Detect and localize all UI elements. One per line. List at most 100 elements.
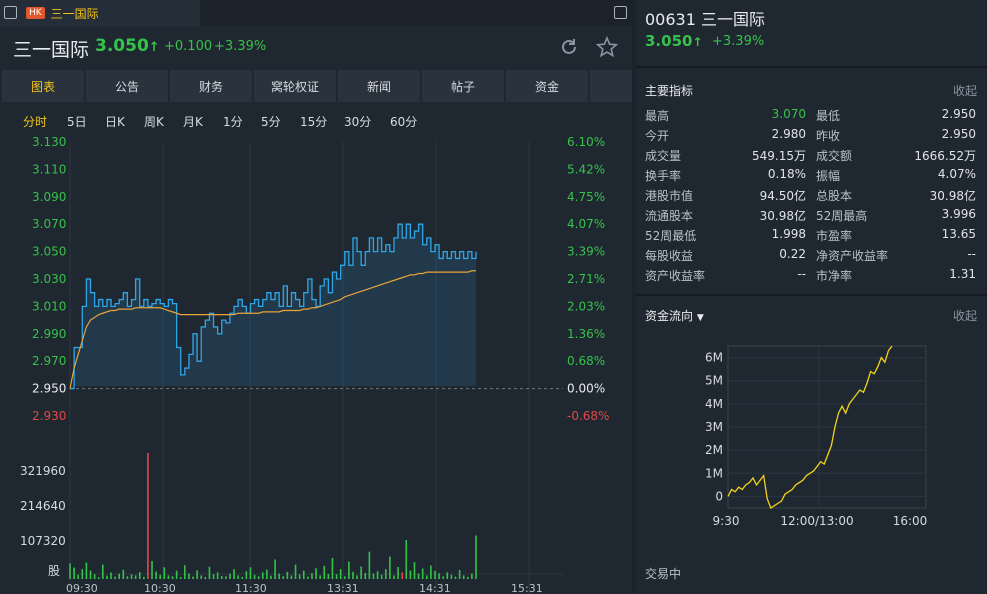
period-5d[interactable]: 5日 (67, 115, 87, 129)
divider (636, 66, 987, 68)
volume-bar (257, 576, 260, 579)
volume-bar (372, 573, 375, 579)
period-30m[interactable]: 30分 (344, 115, 372, 129)
indicator-label: 市盈率 (816, 229, 853, 243)
period-day[interactable]: 日K (105, 115, 125, 129)
flow-y-tick: 0 (715, 489, 723, 503)
price-change-pct: +3.39% (214, 39, 267, 54)
intraday-chart-svg: 3.130 6.10% 3.110 5.42% 3.090 4.75% 3.070 4.07%… (20, 135, 609, 594)
indicators-collapse[interactable]: 收起 (952, 84, 977, 98)
period-15m[interactable]: 15分 (300, 115, 328, 129)
tab-warrants[interactable]: 窝轮权证 (254, 70, 336, 102)
indicator-label: 换手率 (645, 169, 682, 183)
indicator-value: 2.980 (771, 127, 806, 141)
volume-bar (311, 573, 313, 579)
period-month[interactable]: 月K (183, 115, 203, 129)
tab-checkbox[interactable] (4, 6, 17, 19)
pct-tick-label: 2.71% (567, 272, 605, 286)
period-week[interactable]: 周K (144, 115, 164, 129)
tab-posts[interactable]: 帖子 (422, 70, 504, 102)
stock-name: 三一国际 (13, 39, 90, 61)
volume-bar (352, 571, 354, 579)
pct-tick-label: -0.68% (567, 409, 609, 423)
volume-bar (134, 575, 137, 579)
volume-bar (438, 573, 440, 579)
tab-more[interactable] (590, 70, 632, 102)
volume-bar (167, 575, 170, 579)
panel-checkbox[interactable] (614, 6, 627, 19)
pct-tick-label: 6.10% (567, 135, 605, 149)
indicator-label: 每股收益 (645, 249, 694, 263)
flow-y-tick: 1M (705, 466, 723, 480)
tab-announcements[interactable]: 公告 (86, 70, 168, 102)
volume-bar (179, 577, 182, 579)
volume-bar (159, 574, 162, 579)
volume-bar (233, 569, 235, 579)
tab-chart[interactable]: 图表 (2, 70, 84, 102)
volume-bar (442, 576, 444, 579)
volume-bar (458, 570, 461, 579)
indicator-label: 资产收益率 (645, 269, 706, 283)
volume-bar (237, 575, 239, 579)
indicator-value: 30.98亿 (759, 209, 806, 223)
period-1m[interactable]: 1分 (223, 115, 243, 129)
price-tick-label: 3.010 (32, 299, 66, 313)
volume-bar (319, 575, 321, 579)
refresh-icon[interactable] (558, 36, 580, 58)
volume-bar (323, 565, 326, 579)
time-tick-label: 15:31 (511, 582, 543, 594)
volume-bar (380, 574, 383, 579)
volume-bar (475, 535, 477, 579)
flow-y-tick: 4M (705, 397, 723, 411)
volume-bar (130, 574, 133, 579)
flow-collapse[interactable]: 收起 (952, 309, 977, 323)
stock-price: 3.050↑ (95, 36, 160, 56)
volume-bar (245, 571, 248, 579)
volume-bar (298, 574, 301, 579)
indicator-value: -- (967, 247, 976, 261)
price-tick-label: 2.990 (32, 327, 66, 341)
indicator-label: 今开 (645, 129, 670, 143)
tab-news[interactable]: 新闻 (338, 70, 420, 102)
flow-title[interactable]: 资金流向 ▼ (645, 309, 704, 323)
volume-bar (356, 575, 358, 579)
price-tick-label: 3.070 (32, 217, 66, 231)
price-tick-label: 2.930 (32, 409, 66, 423)
pct-tick-label: 0.00% (567, 382, 605, 396)
info-price: 3.050↑ (645, 32, 703, 50)
star-icon[interactable] (596, 36, 618, 58)
volume-bar (196, 570, 198, 579)
pct-tick-label: 1.36% (567, 327, 605, 341)
volume-bar (208, 566, 211, 579)
divider (636, 294, 987, 296)
tab-finance[interactable]: 财务 (170, 70, 252, 102)
tab-capital[interactable]: 资金 (506, 70, 588, 102)
flow-y-tick: 5M (705, 374, 723, 388)
price-tick-label: 3.110 (32, 162, 66, 176)
volume-bar (85, 562, 88, 579)
pct-tick-label: 0.68% (567, 354, 605, 368)
volume-bar (188, 573, 190, 579)
stock-header: 三一国际 3.050↑ +0.100 +3.39% (0, 26, 632, 68)
volume-bar (405, 540, 408, 579)
volume-bar (81, 569, 84, 579)
indicator-value: 13.65 (941, 227, 976, 241)
period-intraday[interactable]: 分时 (23, 115, 48, 129)
flow-y-tick: 2M (705, 443, 723, 457)
volume-bar (348, 561, 350, 579)
stock-tab[interactable]: HK 三一国际 (0, 0, 200, 26)
volume-bar (212, 574, 215, 579)
indicator-value: 2.950 (941, 107, 976, 121)
period-60m[interactable]: 60分 (390, 115, 418, 129)
time-tick-label: 14:31 (419, 582, 451, 594)
period-5m[interactable]: 5分 (261, 115, 281, 129)
volume-bar (282, 576, 285, 579)
price-tick-label: 2.970 (32, 354, 66, 368)
volume-bar (171, 576, 174, 579)
avg-price-line (69, 270, 476, 389)
flow-x-tick: 12:00/13:00 (780, 514, 853, 528)
pct-tick-label: 2.03% (567, 299, 605, 313)
intraday-chart[interactable]: 3.130 6.10% 3.110 5.42% 3.090 4.75% 3.070 4.07%… (0, 134, 632, 594)
volume-bar (77, 574, 80, 579)
volume-bar (331, 558, 334, 579)
